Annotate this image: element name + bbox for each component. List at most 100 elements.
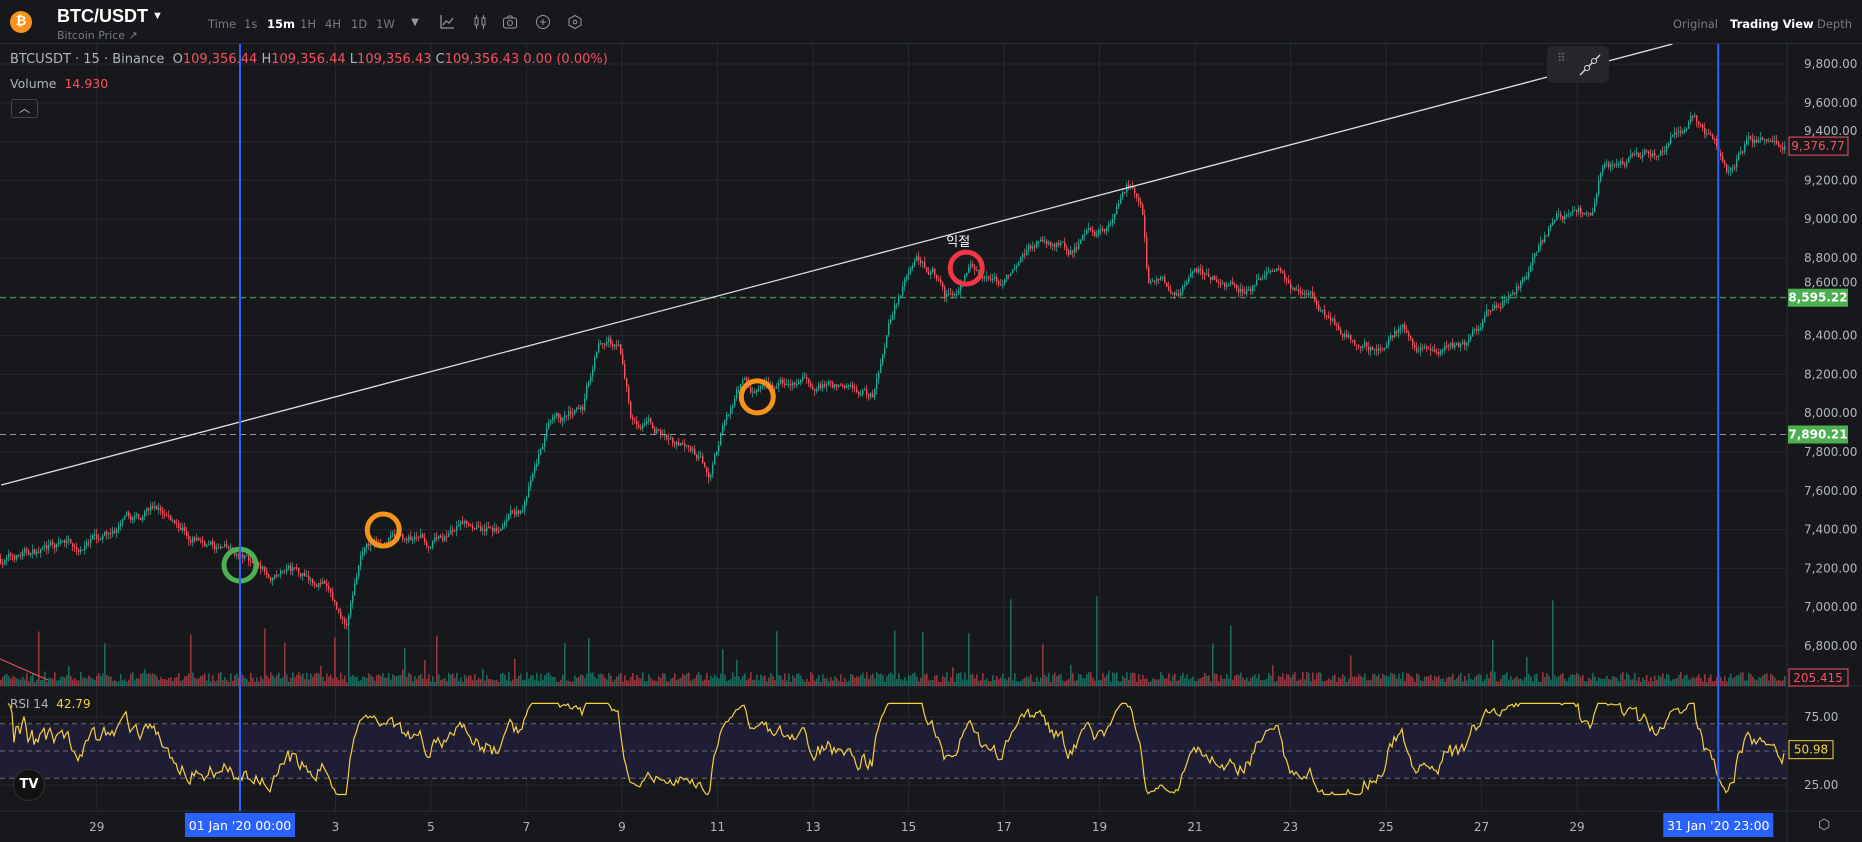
volume-bar [540, 673, 542, 686]
candle-body [1310, 291, 1312, 294]
candle-body [1710, 134, 1712, 136]
collapse-legend-button[interactable]: ︿ [11, 99, 38, 118]
volume-bar [1272, 665, 1274, 686]
candle-body [292, 567, 294, 572]
candle-body [112, 530, 114, 534]
symbol-subtitle-link[interactable]: Bitcoin Price ↗ [57, 29, 138, 42]
timeframe-15m[interactable]: 15m [267, 17, 295, 31]
candle-body [1602, 167, 1604, 173]
candle-body [450, 530, 452, 534]
volume-bar [764, 675, 766, 686]
tab-depth[interactable]: Depth [1817, 17, 1853, 31]
timeframe-time[interactable]: Time [208, 17, 237, 31]
timeframe-1w[interactable]: 1W [376, 17, 395, 31]
add-plus-icon[interactable] [534, 14, 552, 32]
candle-body [586, 386, 588, 399]
candle-body [210, 541, 212, 545]
timeframe-1s[interactable]: 1s [244, 17, 258, 31]
timeframe-4h[interactable]: 4H [325, 17, 341, 31]
candle-body [1534, 253, 1536, 258]
timeframe-1d[interactable]: 1D [351, 17, 368, 31]
volume-bar [1232, 679, 1234, 686]
candle-body [214, 544, 216, 550]
candle-body [1012, 269, 1014, 274]
candle-body [580, 406, 582, 409]
volume-bar [1004, 678, 1006, 686]
tab-original[interactable]: Original [1673, 17, 1719, 31]
volume-bar [30, 676, 32, 686]
volume-bar [1524, 677, 1526, 686]
camera-screenshot-icon[interactable] [501, 14, 519, 32]
candle-body [1748, 136, 1750, 140]
candle-body [1746, 139, 1748, 145]
tradingview-logo-icon[interactable]: TV [13, 769, 45, 801]
symbol-selector[interactable]: BTC/USDT ▼ [57, 6, 163, 27]
volume-bar [590, 672, 592, 686]
time-tick-label: 21 [1187, 820, 1202, 834]
volume-bar [450, 674, 452, 686]
volume-bar [1252, 676, 1254, 686]
candle-body [604, 343, 606, 345]
volume-bar [1700, 678, 1702, 686]
candle-body [1468, 339, 1470, 343]
volume-bar [138, 678, 140, 686]
candle-body [282, 570, 284, 572]
candle-body [1114, 213, 1116, 220]
price-tick-label: 9,200.00 [1804, 173, 1857, 187]
volume-bar [1386, 675, 1388, 686]
candle-body [498, 531, 500, 533]
tab-trading-view[interactable]: Trading View [1730, 17, 1814, 31]
volume-bar [72, 679, 74, 686]
axis-settings-icon[interactable]: ⬡ [1818, 817, 1831, 833]
drag-handle-icon[interactable]: ⠿ [1557, 51, 1566, 65]
candle-body [1658, 155, 1660, 157]
candle-body [452, 530, 454, 532]
volume-bar [1678, 674, 1680, 686]
candle-body [420, 534, 422, 538]
candle-body [1216, 279, 1218, 282]
candle-body [1436, 351, 1438, 353]
indicators-chart-icon[interactable] [438, 14, 456, 32]
candle-body [0, 558, 2, 564]
candle-body [252, 561, 254, 563]
volume-bar [1174, 674, 1176, 686]
volume-bar [1480, 674, 1482, 686]
candle-body [1648, 151, 1650, 155]
volume-bar [74, 678, 76, 686]
volume-bar [782, 679, 784, 686]
volume-bar [372, 677, 374, 686]
candle-body [1522, 277, 1524, 282]
volume-bar [1048, 672, 1050, 686]
volume-bar [216, 680, 218, 686]
volume-bar [1036, 676, 1038, 686]
time-tick-label: 15 [901, 820, 916, 834]
volume-bar [1592, 672, 1594, 686]
volume-bar [6, 673, 8, 686]
candle-body [968, 267, 970, 273]
candle-body [20, 554, 22, 557]
candle-body [164, 514, 166, 516]
volume-bar [658, 676, 660, 686]
settings-hexagon-icon[interactable] [566, 14, 584, 32]
candle-body [1260, 278, 1262, 280]
candle-body [12, 555, 14, 557]
candle-body [606, 341, 608, 345]
timeframe-1h[interactable]: 1H [300, 17, 316, 31]
volume-bar [998, 679, 1000, 686]
more-timeframes-chevron-icon[interactable]: ▼ [411, 17, 419, 28]
trendline-tool-icon[interactable] [1577, 52, 1603, 78]
volume-bar [1264, 680, 1266, 686]
candle-body [1340, 330, 1342, 334]
time-tick-label: 9 [618, 820, 626, 834]
candle-body [1620, 161, 1622, 164]
drawing-toolbar[interactable]: ⠿ [1547, 46, 1609, 83]
candle-body [1382, 348, 1384, 350]
candle-body [1326, 315, 1328, 317]
volume-bar [888, 673, 890, 686]
candle-body [1634, 154, 1636, 156]
volume-bar [1478, 673, 1480, 686]
last-price-label: 9,376.77 [1791, 139, 1844, 153]
candle-body [1318, 304, 1320, 311]
candlestick-type-icon[interactable] [471, 14, 489, 32]
